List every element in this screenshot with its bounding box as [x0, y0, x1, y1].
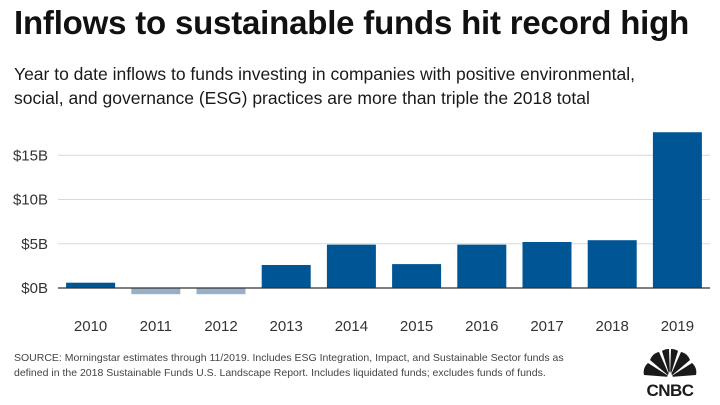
x-tick-label: 2012	[204, 318, 237, 335]
source-line-2: defined in the 2018 Sustainable Funds U.…	[14, 367, 546, 379]
x-tick-label: 2011	[140, 318, 172, 335]
y-tick-label: $0B	[21, 280, 48, 297]
y-tick-label: $10B	[13, 192, 48, 209]
subtitle-line-2: social, and governance (ESG) practices a…	[14, 88, 590, 108]
bar-2010	[66, 282, 116, 288]
bar-2017	[522, 241, 572, 288]
source-note: SOURCE: Morningstar estimates through 11…	[14, 351, 614, 381]
x-tick-label: 2014	[335, 318, 368, 335]
cnbc-logo: CNBC	[632, 343, 708, 401]
bar-2019	[652, 132, 702, 288]
chart-title: Inflows to sustainable funds hit record …	[14, 4, 690, 41]
x-tick-label: 2017	[530, 318, 563, 335]
x-tick-label: 2018	[596, 318, 629, 335]
y-tick-label: $15B	[13, 147, 48, 164]
x-tick-label: 2016	[465, 318, 498, 335]
chart-subtitle: Year to date inflows to funds investing …	[14, 62, 714, 110]
logo-text: CNBC	[646, 381, 694, 400]
peacock-icon	[643, 348, 697, 377]
bar-2014	[326, 244, 376, 288]
x-tick-label: 2010	[74, 318, 107, 335]
bar-2012	[196, 288, 246, 295]
bar-2013	[261, 264, 311, 288]
x-tick-label: 2013	[270, 318, 303, 335]
bar-2011	[131, 288, 181, 295]
bar-2015	[392, 264, 442, 288]
bar-2016	[457, 244, 507, 288]
source-line-1: SOURCE: Morningstar estimates through 11…	[14, 352, 564, 364]
x-tick-label: 2019	[661, 318, 694, 335]
bar-2018	[587, 240, 637, 288]
subtitle-line-1: Year to date inflows to funds investing …	[14, 64, 635, 84]
bar-chart: $0B $5B $10B $15B 2010 2011 2012 2013 2014 2015 20…	[13, 132, 710, 335]
x-tick-label: 2015	[400, 318, 433, 335]
y-tick-label: $5B	[21, 236, 48, 253]
